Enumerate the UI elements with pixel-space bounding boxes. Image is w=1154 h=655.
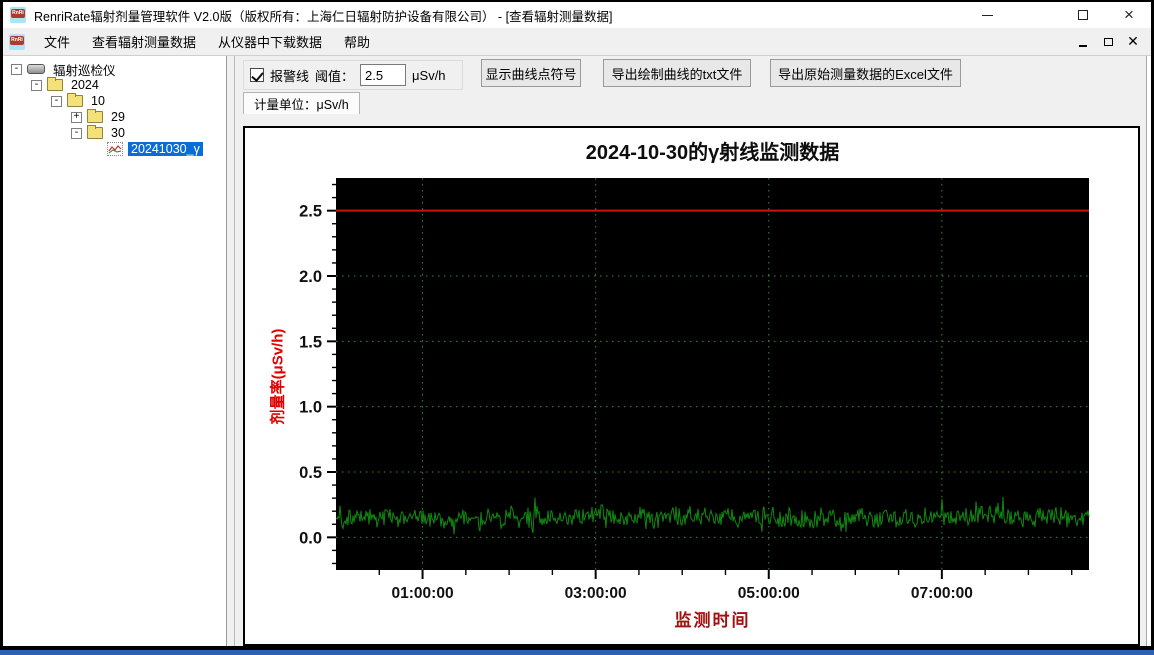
tree-item-label[interactable]: 辐射巡检仪: [53, 63, 116, 78]
menu-file[interactable]: 文件: [44, 35, 71, 50]
threshold-input[interactable]: [360, 64, 407, 86]
window-frame-bottom-edge: [0, 650, 1154, 655]
maximize-button[interactable]: [1061, 2, 1105, 28]
folder-icon: [87, 125, 103, 139]
tree-item-29[interactable]: + 29: [3, 109, 226, 125]
collapse-icon[interactable]: -: [71, 127, 82, 139]
show-curve-points-button[interactable]: 显示曲线点符号: [481, 59, 581, 87]
export-curve-txt-button[interactable]: 导出绘制曲线的txt文件: [603, 59, 751, 87]
chart-icon-glyph: [108, 145, 122, 154]
mdi-system-menu-icon[interactable]: [9, 33, 25, 50]
svg-text:1.0: 1.0: [299, 399, 322, 417]
tree-item-root[interactable]: - 辐射巡检仪: [3, 61, 226, 78]
tree-item-2024[interactable]: - 2024: [3, 77, 226, 93]
tree-item-label[interactable]: 29: [111, 110, 125, 124]
collapse-icon[interactable]: -: [51, 95, 62, 107]
caption-buttons: ×: [965, 2, 1151, 28]
minimize-button[interactable]: [965, 2, 1009, 28]
folder-icon: [47, 77, 63, 91]
mdi-window-buttons: ✕: [1075, 33, 1151, 50]
window-frame-bottom: [0, 646, 1154, 650]
alarm-line-checkbox[interactable]: [250, 68, 264, 82]
alarm-settings-group: 报警线 阈值： μSv/h: [243, 60, 463, 90]
svg-text:2.5: 2.5: [299, 203, 322, 221]
chart-container: 2024-10-30的γ射线监测数据 剂量率(μSv/h) 监测时间 0.0 0.…: [243, 126, 1140, 646]
menu-help[interactable]: 帮助: [344, 35, 371, 50]
title-bar: RenriRate辐射剂量管理软件 V2.0版（版权所有：上海仁日辐射防护设备有…: [3, 2, 1151, 28]
alarm-line-label: 报警线: [270, 68, 310, 84]
menu-bar: 文件 查看辐射测量数据 从仪器中下载数据 帮助 ✕: [3, 28, 1151, 56]
chart-title: 2024-10-30的γ射线监测数据: [585, 142, 840, 164]
panel-splitter[interactable]: [227, 56, 235, 646]
threshold-label: 阈值：: [315, 68, 355, 84]
menu-view-measurement-data[interactable]: 查看辐射测量数据: [92, 35, 197, 50]
main-panel: 报警线 阈值： μSv/h 显示曲线点符号 导出绘制曲线的txt文件 导出原始测…: [235, 56, 1146, 646]
chart-y-axis-label: 剂量率(μSv/h): [269, 328, 287, 425]
folder-icon: [87, 109, 103, 123]
menu-download-from-instrument[interactable]: 从仪器中下载数据: [218, 35, 323, 50]
tree-item-10[interactable]: - 10: [3, 93, 226, 109]
measure-unit-tab[interactable]: 计量单位：μSv/h: [243, 92, 360, 114]
tree-panel: - 辐射巡检仪 - 2024 - 10 + 29 - 30: [3, 56, 227, 646]
close-button[interactable]: ×: [1124, 5, 1134, 24]
tree-item-20241030[interactable]: 20241030_γ: [3, 141, 226, 157]
gamma-dose-rate-plot: 0.0 0.5 1.0 1.5 2.0 2.5 01:00:00 03:00:00 05:00:…: [299, 178, 1090, 602]
app-logo-icon: [10, 7, 26, 23]
mdi-restore-button[interactable]: [1100, 34, 1118, 50]
device-icon: [27, 64, 45, 74]
mdi-close-button[interactable]: ✕: [1127, 33, 1139, 49]
tree-item-label-selected[interactable]: 20241030_γ: [128, 142, 203, 156]
svg-text:2.0: 2.0: [299, 268, 322, 286]
svg-text:1.5: 1.5: [299, 333, 322, 351]
tree-item-label[interactable]: 2024: [71, 78, 99, 92]
threshold-unit-label: μSv/h: [412, 67, 446, 83]
content-area: - 辐射巡检仪 - 2024 - 10 + 29 - 30: [3, 56, 1151, 646]
measurement-chart-icon: [107, 142, 123, 156]
mdi-minimize-button[interactable]: [1075, 34, 1091, 50]
svg-text:07:00:00: 07:00:00: [911, 585, 973, 602]
chart-x-axis-label: 监测时间: [674, 611, 751, 630]
svg-text:05:00:00: 05:00:00: [738, 585, 800, 602]
tree-item-label[interactable]: 30: [111, 126, 125, 140]
folder-icon: [67, 93, 83, 107]
tree-item-label[interactable]: 10: [91, 94, 105, 108]
window-frame-right: [1146, 56, 1151, 646]
export-raw-excel-button[interactable]: 导出原始测量数据的Excel文件: [770, 59, 961, 87]
window-title: RenriRate辐射剂量管理软件 V2.0版（版权所有：上海仁日辐射防护设备有…: [34, 9, 613, 24]
svg-text:01:00:00: 01:00:00: [392, 585, 454, 602]
collapse-icon[interactable]: -: [31, 79, 42, 91]
collapse-icon[interactable]: -: [11, 63, 22, 75]
expand-icon[interactable]: +: [71, 111, 82, 123]
svg-text:03:00:00: 03:00:00: [565, 585, 627, 602]
svg-text:0.0: 0.0: [299, 529, 322, 547]
svg-text:0.5: 0.5: [299, 464, 322, 482]
tree-item-30[interactable]: - 30: [3, 125, 226, 141]
